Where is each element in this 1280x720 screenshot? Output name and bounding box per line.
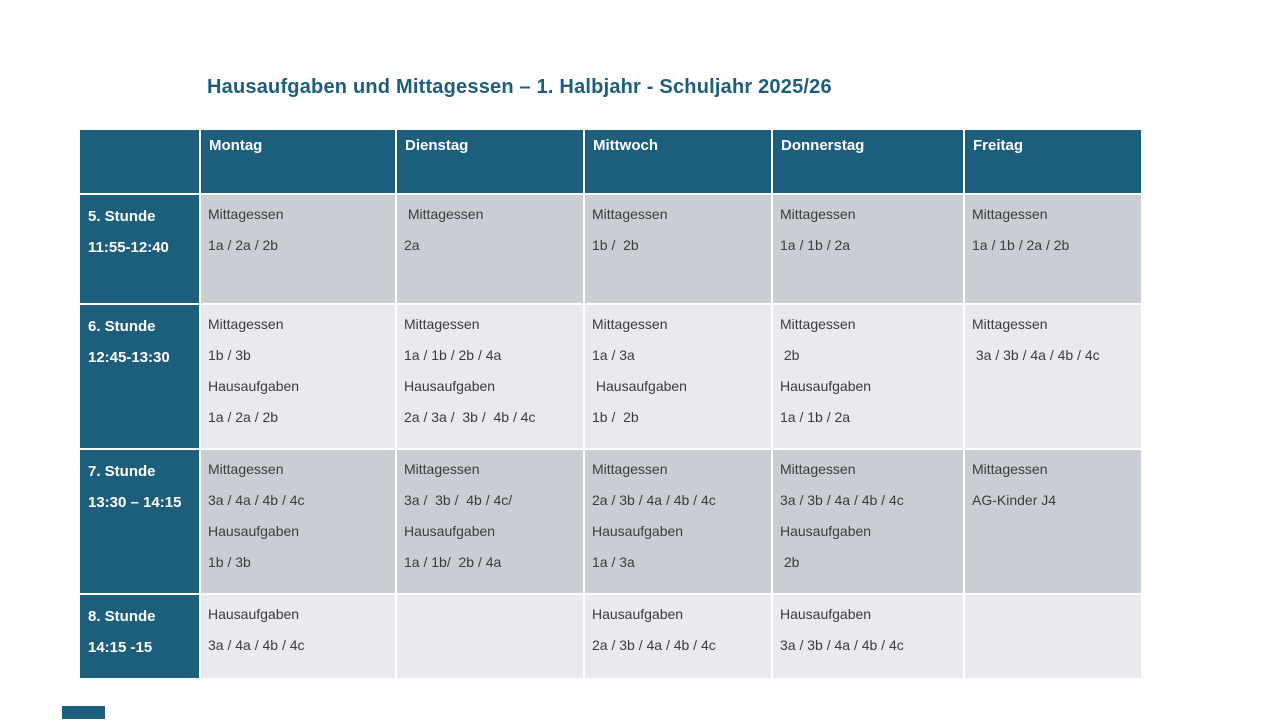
header-mittwoch: Mittwoch	[583, 128, 773, 195]
period-time: 11:55-12:40	[88, 239, 169, 256]
table-row-6-stunde: 6. Stunde 12:45-13:30 Mittagessen 1b / 3…	[78, 303, 1143, 450]
cell-8-montag: Hausaufgaben 3a / 4a / 4b / 4c	[199, 593, 397, 680]
cell-8-mittwoch: Hausaufgaben 2a / 3b / 4a / 4b / 4c	[583, 593, 773, 680]
header-freitag: Freitag	[963, 128, 1143, 195]
cell-7-donnerstag: Mittagessen 3a / 3b / 4a / 4b / 4c Hausa…	[771, 448, 965, 595]
cell-7-dienstag: Mittagessen 3a / 3b / 4b / 4c/ Hausaufga…	[395, 448, 585, 595]
cell-7-montag: Mittagessen 3a / 4a / 4b / 4c Hausaufgab…	[199, 448, 397, 595]
period-time: 12:45-13:30	[88, 349, 170, 366]
cell-6-mittwoch: Mittagessen 1a / 3a Hausaufgaben 1b / 2b	[583, 303, 773, 450]
table-row-8-stunde: 8. Stunde 14:15 -15 Hausaufgaben 3a / 4a…	[78, 593, 1143, 680]
table-header-row: Montag Dienstag Mittwoch Donnerstag Frei…	[78, 128, 1143, 195]
cell-5-montag: Mittagessen 1a / 2a / 2b	[199, 193, 397, 305]
row-header-6-stunde: 6. Stunde 12:45-13:30	[78, 303, 201, 450]
table-row-7-stunde: 7. Stunde 13:30 – 14:15 Mittagessen 3a /…	[78, 448, 1143, 595]
period-time: 14:15 -15	[88, 639, 153, 656]
cell-7-mittwoch: Mittagessen 2a / 3b / 4a / 4b / 4c Hausa…	[583, 448, 773, 595]
cell-6-freitag: Mittagessen 3a / 3b / 4a / 4b / 4c	[963, 303, 1143, 450]
header-dienstag: Dienstag	[395, 128, 585, 195]
cell-6-dienstag: Mittagessen 1a / 1b / 2b / 4a Hausaufgab…	[395, 303, 585, 450]
table-row-5-stunde: 5. Stunde 11:55-12:40 Mittagessen 1a / 2…	[78, 193, 1143, 305]
schedule-table: Montag Dienstag Mittwoch Donnerstag Frei…	[78, 128, 1143, 680]
header-corner-cell	[78, 128, 201, 195]
period-label: 5. Stunde	[88, 208, 156, 225]
cell-6-donnerstag: Mittagessen 2b Hausaufgaben 1a / 1b / 2a	[771, 303, 965, 450]
cell-6-montag: Mittagessen 1b / 3b Hausaufgaben 1a / 2a…	[199, 303, 397, 450]
cell-5-dienstag: Mittagessen 2a	[395, 193, 585, 305]
cell-8-donnerstag: Hausaufgaben 3a / 3b / 4a / 4b / 4c	[771, 593, 965, 680]
cell-5-mittwoch: Mittagessen 1b / 2b	[583, 193, 773, 305]
cell-7-freitag: Mittagessen AG-Kinder J4	[963, 448, 1143, 595]
row-header-5-stunde: 5. Stunde 11:55-12:40	[78, 193, 201, 305]
period-label: 6. Stunde	[88, 318, 156, 335]
page-title: Hausaufgaben und Mittagessen – 1. Halbja…	[207, 76, 832, 98]
cell-5-donnerstag: Mittagessen 1a / 1b / 2a	[771, 193, 965, 305]
cell-5-freitag: Mittagessen 1a / 1b / 2a / 2b	[963, 193, 1143, 305]
cell-8-dienstag	[395, 593, 585, 680]
row-header-8-stunde: 8. Stunde 14:15 -15	[78, 593, 201, 680]
cell-8-freitag	[963, 593, 1143, 680]
period-label: 8. Stunde	[88, 608, 156, 625]
header-donnerstag: Donnerstag	[771, 128, 965, 195]
period-label: 7. Stunde	[88, 463, 156, 480]
footer-accent-bar	[62, 706, 105, 719]
period-time: 13:30 – 14:15	[88, 494, 182, 511]
header-montag: Montag	[199, 128, 397, 195]
row-header-7-stunde: 7. Stunde 13:30 – 14:15	[78, 448, 201, 595]
